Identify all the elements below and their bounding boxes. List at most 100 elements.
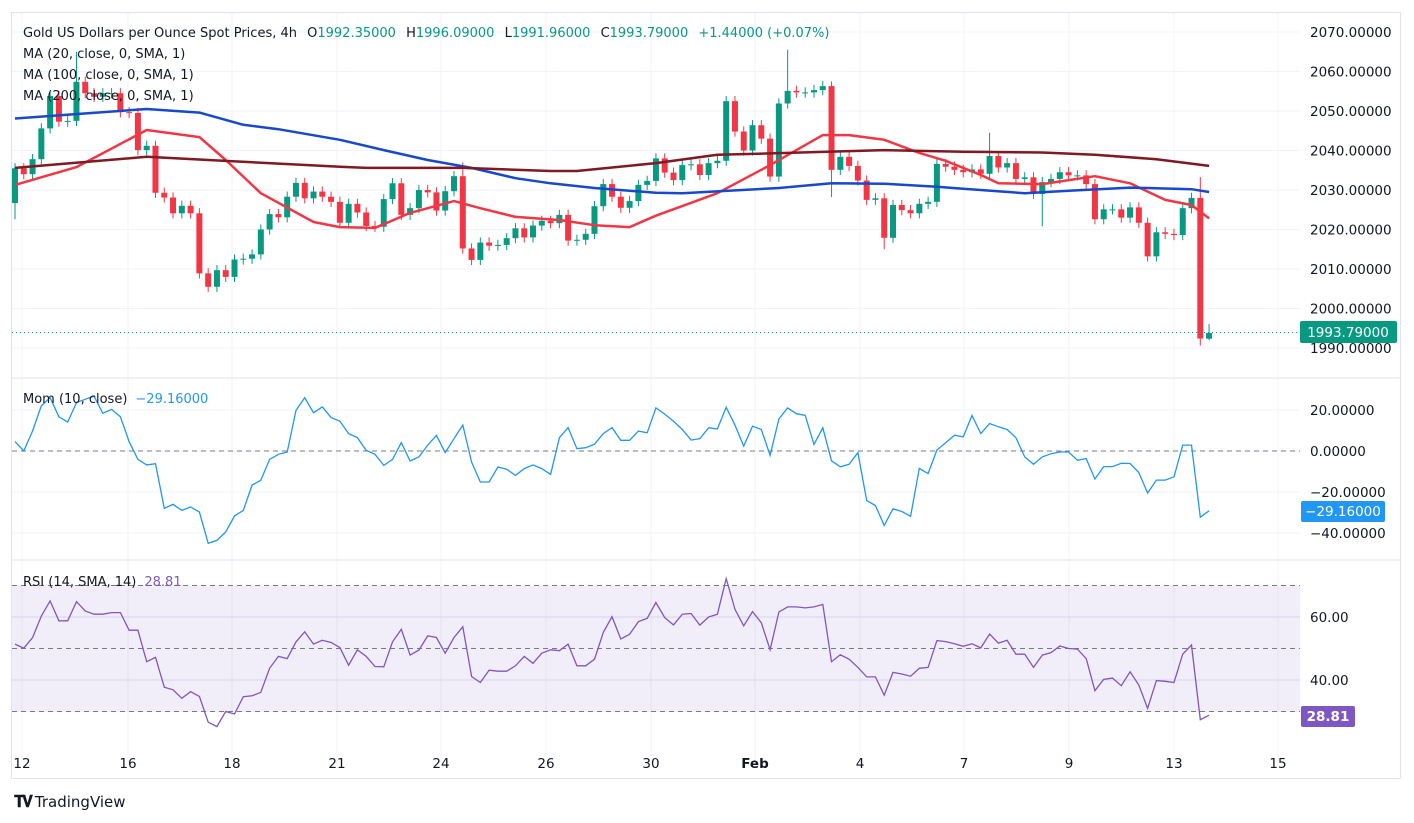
candle[interactable] bbox=[354, 198, 361, 218]
candle[interactable] bbox=[1179, 203, 1186, 241]
momentum-axis[interactable]: 20.00000 0.00000 −20.00000 −40.00000 bbox=[1310, 403, 1386, 542]
candle[interactable] bbox=[47, 90, 54, 134]
candle[interactable] bbox=[301, 177, 308, 204]
candle[interactable] bbox=[547, 215, 554, 229]
candle[interactable] bbox=[705, 158, 712, 181]
candle[interactable] bbox=[644, 175, 651, 190]
candle[interactable] bbox=[275, 208, 282, 223]
candle[interactable] bbox=[152, 140, 159, 198]
candle[interactable] bbox=[731, 95, 738, 137]
candle[interactable] bbox=[995, 150, 1002, 173]
candle[interactable] bbox=[1118, 204, 1125, 223]
candle[interactable] bbox=[696, 159, 703, 181]
candle[interactable] bbox=[714, 155, 721, 169]
candle[interactable] bbox=[617, 191, 624, 213]
candle[interactable] bbox=[257, 224, 264, 260]
candle[interactable] bbox=[310, 186, 317, 204]
candle[interactable] bbox=[828, 81, 835, 198]
candle[interactable] bbox=[854, 160, 861, 186]
candle[interactable] bbox=[1135, 202, 1142, 228]
candle[interactable] bbox=[1030, 172, 1037, 200]
candle[interactable] bbox=[433, 187, 440, 216]
candle[interactable] bbox=[775, 98, 782, 182]
candle[interactable] bbox=[881, 193, 888, 250]
candle[interactable] bbox=[64, 115, 71, 127]
candle[interactable] bbox=[600, 178, 607, 212]
tradingview-logo[interactable]: 𝐓𝐕 TradingView bbox=[14, 792, 126, 812]
candle[interactable] bbox=[661, 153, 668, 178]
candle[interactable] bbox=[1153, 227, 1160, 262]
candle[interactable] bbox=[933, 158, 940, 207]
candle[interactable] bbox=[530, 220, 537, 243]
candle[interactable] bbox=[442, 186, 449, 216]
candle[interactable] bbox=[55, 90, 62, 127]
candle[interactable] bbox=[477, 237, 484, 266]
candle[interactable] bbox=[222, 265, 229, 283]
candle[interactable] bbox=[468, 243, 475, 266]
candle[interactable] bbox=[758, 120, 765, 144]
candle[interactable] bbox=[977, 164, 984, 179]
legend-ma100[interactable]: MA (100, close, 0, SMA, 1) bbox=[23, 68, 194, 83]
candle[interactable] bbox=[863, 175, 870, 206]
candle[interactable] bbox=[82, 76, 89, 99]
candle[interactable] bbox=[1197, 176, 1204, 346]
candle[interactable] bbox=[12, 163, 18, 220]
candle[interactable] bbox=[1083, 170, 1090, 190]
candle[interactable] bbox=[178, 200, 185, 219]
candle[interactable] bbox=[1188, 192, 1195, 214]
candle[interactable] bbox=[292, 177, 299, 202]
candle[interactable] bbox=[582, 228, 589, 245]
candle[interactable] bbox=[266, 208, 273, 235]
candle[interactable] bbox=[626, 195, 633, 213]
candle[interactable] bbox=[91, 88, 98, 102]
candle[interactable] bbox=[196, 208, 203, 279]
candle[interactable] bbox=[117, 88, 124, 118]
price-axis[interactable]: 2070.00000 2060.00000 2050.00000 2040.00000… bbox=[1310, 25, 1392, 357]
candle[interactable] bbox=[652, 153, 659, 187]
rsi-line[interactable] bbox=[14, 576, 1210, 728]
candle[interactable] bbox=[1144, 217, 1151, 262]
candle[interactable] bbox=[1021, 172, 1028, 185]
candle[interactable] bbox=[688, 159, 695, 171]
candle[interactable] bbox=[925, 196, 932, 209]
legend-ma200[interactable]: MA (200, close, 0, SMA, 1) bbox=[23, 89, 194, 104]
candle[interactable] bbox=[512, 223, 519, 244]
candle[interactable] bbox=[793, 85, 800, 98]
candle[interactable] bbox=[819, 80, 826, 96]
candle[interactable] bbox=[345, 198, 352, 228]
candle[interactable] bbox=[1170, 228, 1177, 241]
candle[interactable] bbox=[161, 187, 168, 203]
candle[interactable] bbox=[99, 88, 106, 102]
candle[interactable] bbox=[1091, 178, 1098, 225]
ma100-line[interactable] bbox=[14, 107, 1210, 195]
legend-symbol[interactable]: Gold US Dollars per Ounce Spot Prices, 4… bbox=[23, 26, 829, 41]
candle[interactable] bbox=[916, 198, 923, 219]
candle[interactable] bbox=[38, 123, 45, 165]
candle[interactable] bbox=[521, 223, 528, 243]
candle[interactable] bbox=[1206, 323, 1213, 341]
candle[interactable] bbox=[319, 186, 326, 202]
candle[interactable] bbox=[1109, 204, 1116, 215]
candle[interactable] bbox=[810, 84, 817, 98]
candle[interactable] bbox=[635, 179, 642, 207]
candle[interactable] bbox=[740, 126, 747, 156]
candle[interactable] bbox=[20, 163, 27, 180]
candle[interactable] bbox=[424, 184, 431, 198]
candle[interactable] bbox=[108, 88, 115, 99]
candle[interactable] bbox=[1162, 227, 1169, 239]
candle[interactable] bbox=[143, 140, 150, 156]
candle[interactable] bbox=[1012, 158, 1019, 185]
candle[interactable] bbox=[205, 268, 212, 292]
ma20-line[interactable] bbox=[14, 128, 1210, 230]
candle[interactable] bbox=[389, 178, 396, 205]
candle[interactable] bbox=[890, 199, 896, 243]
candle[interactable] bbox=[846, 151, 853, 172]
candle[interactable] bbox=[1048, 173, 1055, 188]
candle[interactable] bbox=[170, 192, 177, 219]
legend-ma20[interactable]: MA (20, close, 0, SMA, 1) bbox=[23, 47, 185, 62]
candle[interactable] bbox=[565, 209, 572, 246]
candle[interactable] bbox=[907, 205, 914, 219]
candle[interactable] bbox=[126, 107, 133, 119]
candle[interactable] bbox=[573, 234, 580, 246]
